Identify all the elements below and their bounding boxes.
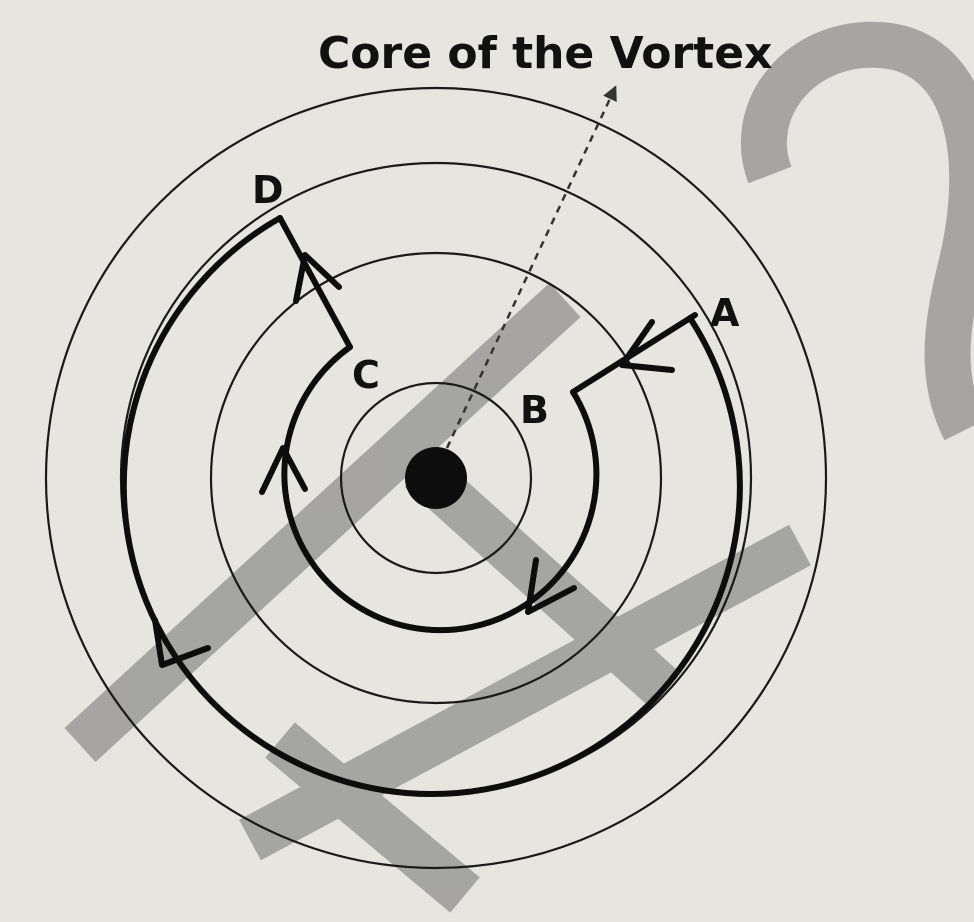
- arrow-outer-left-icon: [152, 617, 211, 668]
- core-pointer-dashed-arrow: [445, 85, 617, 449]
- direction-arrows: [152, 252, 675, 668]
- arrow-c-to-d-icon: [293, 252, 342, 304]
- point-label-b: B: [520, 388, 549, 432]
- ring-2: [209, 251, 663, 705]
- arrow-lower-right-icon: [525, 557, 577, 615]
- arrow-left-up-icon: [259, 445, 308, 495]
- point-label-a: A: [710, 291, 740, 335]
- point-label-d: D: [252, 168, 284, 212]
- trajectory-path: [120, 215, 743, 797]
- arrow-a-to-b-icon: [619, 319, 675, 373]
- watermark: [64, 21, 974, 913]
- point-label-c: C: [352, 353, 380, 397]
- vortex-core: [405, 447, 467, 509]
- ring-1: [339, 381, 533, 575]
- ring-4: [44, 86, 828, 870]
- diagram-title: Core of the Vortex: [318, 28, 772, 79]
